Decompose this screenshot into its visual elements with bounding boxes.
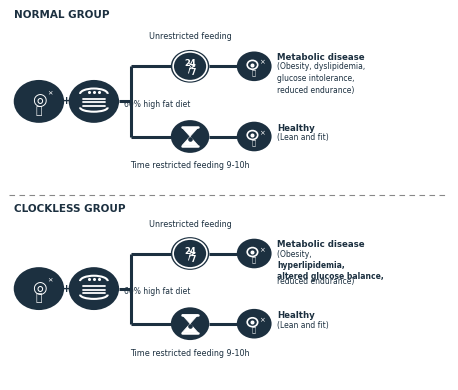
Text: 〜: 〜 bbox=[36, 293, 42, 303]
Circle shape bbox=[171, 120, 209, 153]
Polygon shape bbox=[182, 324, 198, 333]
Circle shape bbox=[14, 80, 64, 123]
Circle shape bbox=[237, 239, 272, 268]
Text: Unrestricted feeding: Unrestricted feeding bbox=[149, 220, 231, 229]
Text: +: + bbox=[62, 96, 71, 106]
Text: ×: × bbox=[259, 60, 264, 66]
Text: 24: 24 bbox=[184, 59, 196, 68]
Text: 〜: 〜 bbox=[252, 326, 256, 333]
Circle shape bbox=[237, 51, 272, 81]
Text: 60% high fat diet: 60% high fat diet bbox=[124, 287, 190, 296]
Text: (Lean and fit): (Lean and fit) bbox=[277, 321, 329, 330]
Circle shape bbox=[171, 307, 209, 340]
Text: Time restricted feeding 9-10h: Time restricted feeding 9-10h bbox=[131, 161, 250, 170]
Text: Unrestricted feeding: Unrestricted feeding bbox=[149, 32, 231, 41]
Text: hyperlipidemia,
altered glucose balance,: hyperlipidemia, altered glucose balance, bbox=[277, 261, 384, 281]
Text: 〜: 〜 bbox=[252, 139, 256, 146]
Text: 60% high fat diet: 60% high fat diet bbox=[124, 100, 190, 109]
Text: ×: × bbox=[259, 130, 264, 136]
Text: +: + bbox=[62, 284, 71, 294]
Polygon shape bbox=[182, 136, 198, 145]
Circle shape bbox=[14, 267, 64, 310]
Text: (Lean and fit): (Lean and fit) bbox=[277, 133, 329, 142]
Text: (Obesity, dyslipidemia,
glucose intolerance,
reduced endurance): (Obesity, dyslipidemia, glucose intolera… bbox=[277, 62, 365, 95]
Circle shape bbox=[237, 122, 272, 151]
Text: 〜: 〜 bbox=[252, 69, 256, 76]
Text: CLOCKLESS GROUP: CLOCKLESS GROUP bbox=[14, 204, 125, 214]
Polygon shape bbox=[182, 315, 198, 324]
Text: ◎: ◎ bbox=[32, 91, 46, 109]
Text: ✕: ✕ bbox=[48, 91, 53, 96]
Polygon shape bbox=[182, 128, 198, 136]
Text: Metabolic disease: Metabolic disease bbox=[277, 53, 365, 62]
Text: Metabolic disease: Metabolic disease bbox=[277, 240, 365, 249]
Text: /: / bbox=[188, 253, 191, 262]
Text: Healthy: Healthy bbox=[277, 311, 315, 320]
Circle shape bbox=[171, 50, 209, 83]
Text: 〜: 〜 bbox=[252, 256, 256, 263]
Text: Time restricted feeding 9-10h: Time restricted feeding 9-10h bbox=[131, 349, 250, 358]
Text: /: / bbox=[188, 66, 191, 74]
Circle shape bbox=[171, 237, 209, 270]
Circle shape bbox=[237, 309, 272, 339]
Text: ×: × bbox=[259, 317, 264, 323]
Text: NORMAL GROUP: NORMAL GROUP bbox=[14, 10, 109, 20]
Text: ◎: ◎ bbox=[32, 278, 46, 296]
Text: ✕: ✕ bbox=[48, 278, 53, 284]
Text: ×: × bbox=[259, 247, 264, 253]
Text: reduced endurance): reduced endurance) bbox=[277, 277, 354, 286]
Text: 〜: 〜 bbox=[36, 106, 42, 116]
Text: 7: 7 bbox=[191, 255, 196, 264]
Text: 7: 7 bbox=[191, 67, 196, 76]
Circle shape bbox=[69, 267, 119, 310]
Text: 24: 24 bbox=[184, 246, 196, 255]
Circle shape bbox=[69, 80, 119, 123]
Text: Healthy: Healthy bbox=[277, 124, 315, 133]
Text: (Obesity,: (Obesity, bbox=[277, 250, 314, 259]
